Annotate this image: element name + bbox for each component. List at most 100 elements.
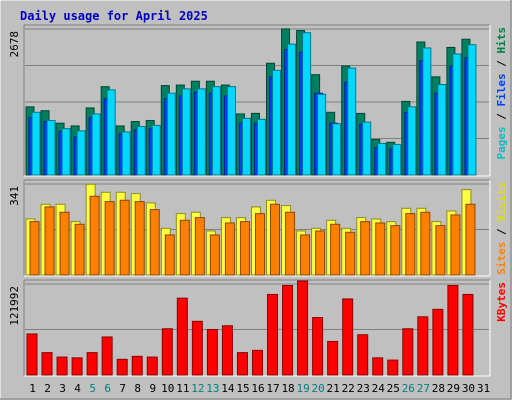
xtick-day-19: 19 [296,382,309,395]
bar-kbytes-day-18 [282,284,294,376]
bar-pages-day-30 [467,44,477,176]
panel-pages-files-hits: 2678 Pages / Files / Hits [8,24,508,177]
bar-kbytes-day-9 [146,356,158,376]
xtick-day-21: 21 [327,382,340,395]
bar-sites-day-19 [300,234,311,276]
bar-kbytes-day-25 [387,359,399,376]
bar-kbytes-day-13 [206,328,218,376]
xtick-day-25: 25 [387,382,400,395]
xtick-day-10: 10 [161,382,174,395]
legend-entry: Pages [495,126,508,159]
legend-entry: / [495,54,508,74]
bar-pages-day-18 [287,43,297,176]
xtick-day-15: 15 [236,382,249,395]
legend-entry: Hits [495,27,508,54]
bar-pages-day-21 [332,123,342,176]
bar-kbytes-day-6 [101,336,113,376]
bar-kbytes-day-27 [417,316,429,376]
bar-sites-day-16 [254,213,265,276]
bar-kbytes-day-29 [447,284,459,376]
bar-sites-day-8 [134,201,145,276]
bar-pages-day-16 [256,118,266,176]
bar-sites-day-17 [270,203,281,276]
bar-kbytes-day-23 [357,334,369,376]
bar-sites-day-29 [450,214,461,276]
xtick-day-3: 3 [59,382,66,395]
bar-sites-day-27 [420,211,431,276]
xtick-day-27: 27 [417,382,430,395]
legend-entry: Visits [495,182,508,222]
bar-pages-day-25 [392,143,402,176]
bar-pages-day-8 [136,125,146,176]
bar-pages-day-26 [407,106,417,176]
bar-sites-day-20 [315,230,326,276]
bar-pages-day-4 [76,130,86,176]
bar-sites-day-24 [375,222,386,276]
legend-kbytes: KBytes [495,282,508,322]
legend-pages-files-hits: Pages / Files / Hits [495,27,508,160]
bar-sites-day-1 [29,221,40,276]
bar-pages-day-12 [196,88,206,176]
bar-pages-day-24 [377,142,387,176]
bar-sites-day-6 [104,201,115,276]
xtick-day-4: 4 [74,382,81,395]
bar-sites-day-13 [209,234,220,276]
bar-pages-day-19 [302,32,312,176]
bar-pages-day-1 [31,111,41,176]
bar-pages-day-11 [181,88,191,176]
bar-kbytes-day-8 [131,355,143,376]
bar-sites-day-10 [164,234,175,276]
bar-sites-day-25 [390,225,401,276]
bar-pages-day-23 [362,121,372,176]
bar-kbytes-day-11 [176,297,188,376]
xtick-day-9: 9 [149,382,156,395]
ytick-max-label: 121992 [8,286,21,326]
bar-kbytes-day-16 [251,349,263,376]
bar-sites-day-22 [345,231,356,276]
bar-pages-day-14 [226,86,236,176]
bar-kbytes-day-14 [221,325,233,376]
xtick-day-29: 29 [447,382,460,395]
legend-entry: / [495,107,508,127]
bar-sites-day-30 [465,203,476,276]
xtick-day-17: 17 [266,382,279,395]
xtick-day-24: 24 [372,382,386,395]
xtick-day-18: 18 [281,382,294,395]
xtick-day-23: 23 [357,382,370,395]
xtick-day-20: 20 [312,382,325,395]
xtick-day-14: 14 [221,382,235,395]
bar-sites-day-2 [44,206,55,276]
bar-pages-day-5 [91,113,101,176]
bar-pages-day-27 [422,47,432,176]
bar-kbytes-day-15 [236,352,248,376]
legend-entry: / [495,222,508,242]
xtick-day-12: 12 [191,382,204,395]
panel-visits-sites: 341 Sites / Visits [8,179,508,277]
bar-kbytes-day-2 [41,352,53,376]
bar-sites-day-5 [89,195,100,276]
xtick-day-2: 2 [44,382,51,395]
xtick-day-22: 22 [342,382,355,395]
bar-pages-day-3 [61,128,71,176]
bar-sites-day-23 [360,221,371,276]
bar-pages-day-2 [46,119,56,176]
bar-sites-day-7 [119,199,130,276]
xtick-day-13: 13 [206,382,219,395]
bar-sites-day-14 [224,222,235,276]
xtick-day-26: 26 [402,382,415,395]
legend-entry: Sites [495,242,508,275]
bar-kbytes-day-3 [56,356,68,376]
bar-kbytes-day-17 [267,293,279,376]
xtick-day-30: 30 [462,382,475,395]
bar-sites-day-15 [239,221,250,276]
bar-sites-day-21 [330,223,341,276]
bar-kbytes-day-10 [161,328,173,376]
panel-kbytes: 121992 KBytes [8,279,508,377]
bar-pages-day-13 [211,86,221,176]
xtick-day-1: 1 [29,382,36,395]
bar-pages-day-9 [151,124,161,176]
bar-kbytes-day-12 [191,320,203,376]
chart-title: Daily usage for April 2025 [20,9,208,23]
bar-sites-day-12 [194,217,205,276]
